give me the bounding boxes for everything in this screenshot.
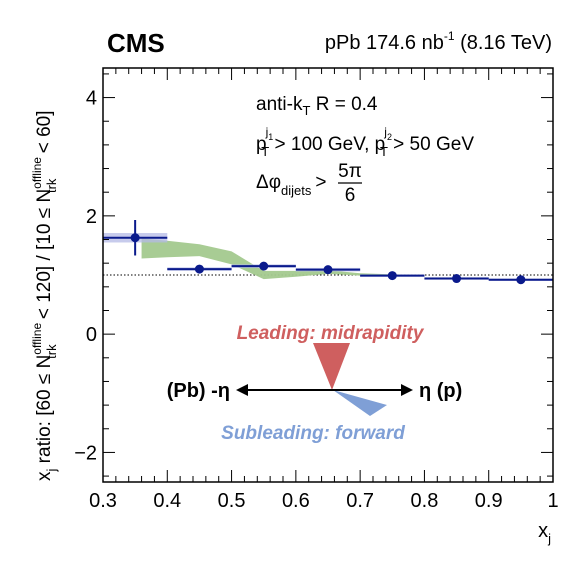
subleading-jet-label: Subleading: forward [221, 423, 405, 444]
experiment-label: CMS [107, 28, 165, 58]
data-point-0 [130, 233, 140, 243]
data-point-layer [130, 233, 526, 285]
y-tick-label: 4 [86, 88, 97, 110]
data-point-4 [387, 271, 397, 281]
x-tick-label: 1 [547, 490, 558, 512]
dphi-label: Δφdijets > [256, 172, 326, 198]
model-band [141, 238, 393, 280]
data-point-1 [194, 264, 204, 274]
left-arrow-head [236, 384, 248, 396]
plot-frame [102, 67, 554, 483]
data-point-2 [259, 261, 269, 271]
jet-algorithm-label: anti-kT R = 0.4 [256, 94, 378, 118]
luminosity-label: pPb 174.6 nb-1 (8.16 TeV) [325, 29, 552, 54]
y-tick-label: −2 [74, 442, 97, 464]
x-tick-labels: 0.3 0.4 0.5 0.6 0.7 0.8 0.9 1 [89, 490, 558, 512]
dphi-numerator: 5π [338, 161, 362, 182]
proton-direction-label: η (p) [419, 380, 462, 402]
axis-ticks [102, 68, 554, 482]
x-tick-label: 0.9 [475, 490, 503, 512]
x-tick-label: 0.4 [153, 490, 181, 512]
x-tick-label: 0.6 [282, 490, 310, 512]
pt-cut-label: pj1 T > 100 GeV, pj2 T > 50 GeV [256, 125, 474, 159]
x-axis-title: xj [538, 520, 551, 546]
lead-direction-label: (Pb) -η [167, 380, 230, 402]
data-point-5 [452, 274, 462, 284]
x-tick-label: 0.3 [89, 490, 117, 512]
y-tick-label: 2 [86, 206, 97, 228]
right-arrow-head [401, 384, 413, 396]
model-band-layer [141, 238, 393, 280]
y-tick-label: 0 [86, 324, 97, 346]
data-point-6 [516, 275, 526, 285]
x-tick-label: 0.8 [411, 490, 439, 512]
subleading-jet-wedge [333, 390, 387, 416]
y-axis-title: xj ratio: [60 ≤ Nofflinetrk < 120] / [10… [30, 110, 59, 481]
y-tick-labels: −2 0 2 4 [74, 88, 97, 465]
leading-jet-wedge [313, 343, 350, 390]
data-point-3 [323, 265, 333, 275]
x-tick-label: 0.7 [346, 490, 374, 512]
leading-jet-label: Leading: midrapidity [237, 323, 425, 344]
dphi-denominator: 6 [345, 185, 356, 206]
x-tick-label: 0.5 [218, 490, 246, 512]
